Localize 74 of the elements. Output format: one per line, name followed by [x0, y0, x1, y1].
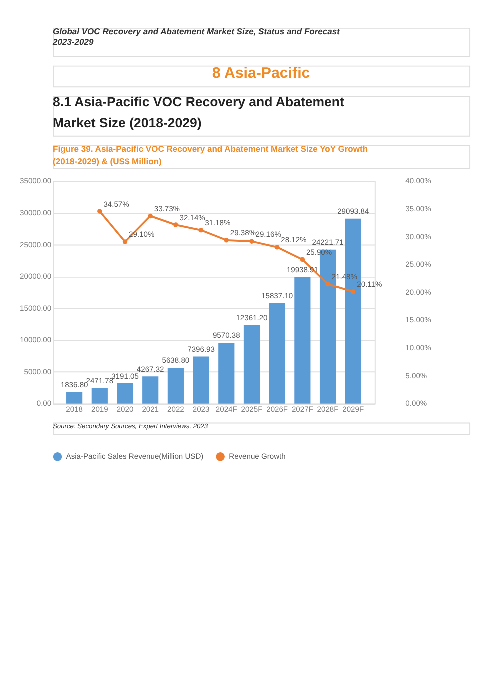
- x-tick-label: 2018: [66, 404, 83, 414]
- point: [148, 214, 153, 219]
- bar: [269, 303, 286, 404]
- data-label: 33.73%: [154, 204, 180, 214]
- x-tick-label: 2021: [142, 404, 160, 414]
- legend-label: Revenue Growth: [229, 452, 286, 461]
- data-label: 31.18%: [205, 218, 232, 228]
- point: [122, 240, 128, 244]
- x-tick-label: 2026F: [266, 404, 288, 414]
- x-tick-label: 2020: [116, 404, 134, 414]
- point: [300, 257, 306, 262]
- x-tick-label: 2022: [168, 404, 184, 414]
- y-tick-label: 25000.00: [20, 240, 52, 250]
- y2-tick-label: 15.00%: [406, 316, 432, 325]
- data-label: 1836.80: [60, 380, 88, 390]
- x-tick-label: 2023: [192, 404, 210, 414]
- x-tick-label: 2028F: [317, 404, 340, 414]
- y-tick-label: 15000.00: [20, 304, 52, 313]
- y-tick-label: 0.00: [36, 399, 52, 408]
- bar: [294, 277, 311, 404]
- bar: [168, 368, 184, 404]
- y-tick-label: 20000.00: [20, 272, 52, 282]
- y2-tick-label: 25.00%: [406, 260, 432, 270]
- y2-tick-label: 20.00%: [406, 288, 432, 297]
- data-label: 3191.05: [112, 372, 139, 381]
- y-tick-label: 5000.00: [24, 367, 52, 376]
- y2-tick-label: 0.00%: [406, 399, 428, 408]
- point: [274, 245, 280, 250]
- data-label: 29.16%: [256, 230, 282, 239]
- x-tick-label: 2025F: [241, 404, 264, 414]
- x-tick-label: 2029F: [342, 404, 364, 414]
- y-tick-label: 35000.00: [20, 176, 52, 186]
- bar: [193, 356, 210, 404]
- bar: [66, 392, 83, 404]
- x-tick-label: 2024F: [216, 404, 238, 414]
- data-label: 15837.10: [262, 291, 294, 300]
- text: Global VOC Recovery and Abatement Market Size, Status and Forecast 2023-2029: [52, 26, 342, 47]
- data-label: 5638.80: [162, 356, 190, 366]
- y2-tick-label: 10.00%: [406, 344, 432, 353]
- data-label: 7396.93: [188, 345, 215, 354]
- data-label: 2471.78: [86, 376, 114, 386]
- y2-tick-label: 35.00%: [406, 204, 432, 214]
- x-tick-label: 2019: [91, 404, 108, 414]
- point: [174, 222, 178, 228]
- x-tick-label: 2027F: [292, 404, 314, 414]
- y2-tick-label: 5.00%: [406, 371, 428, 380]
- legend-label: Asia-Pacific Sales Revenue(Million USD): [66, 452, 204, 461]
- data-label: 9570.38: [212, 331, 240, 340]
- point: [98, 209, 102, 214]
- bar: [117, 384, 134, 404]
- bar: [218, 342, 235, 404]
- point: [224, 238, 230, 243]
- y-tick-label: 10000.00: [20, 336, 52, 345]
- data-label: 29.38%: [230, 228, 256, 238]
- data-label: 32.14%: [180, 213, 206, 222]
- data-label: 24221.71: [312, 238, 344, 248]
- chart-title: Figure 39. Asia-Pacific VOC Recovery and Abatement Market Size YoY Growth (2018-2029) & (US$ Million): [53, 144, 368, 166]
- data-label: 29093.84: [338, 207, 370, 216]
- data-label: 4267.32: [136, 364, 164, 374]
- point: [198, 228, 204, 233]
- point: [250, 239, 254, 244]
- y-tick-label: 30000.00: [20, 208, 52, 218]
- text: 8 Asia-Pacific: [212, 65, 310, 82]
- point: [351, 290, 356, 294]
- data-label: 28.12%: [281, 236, 308, 245]
- data-label: 12361.20: [236, 314, 268, 323]
- y2-tick-label: 30.00%: [406, 232, 432, 242]
- point: [326, 282, 330, 287]
- data-label: 34.57%: [104, 200, 130, 209]
- bar: [244, 325, 260, 404]
- bar: [92, 388, 108, 404]
- y2-tick-label: 40.00%: [406, 176, 432, 186]
- bar: [142, 376, 159, 404]
- text: 8.1 Asia-Pacific VOC Recovery and Abatement Market Size (2018-2029): [53, 94, 345, 130]
